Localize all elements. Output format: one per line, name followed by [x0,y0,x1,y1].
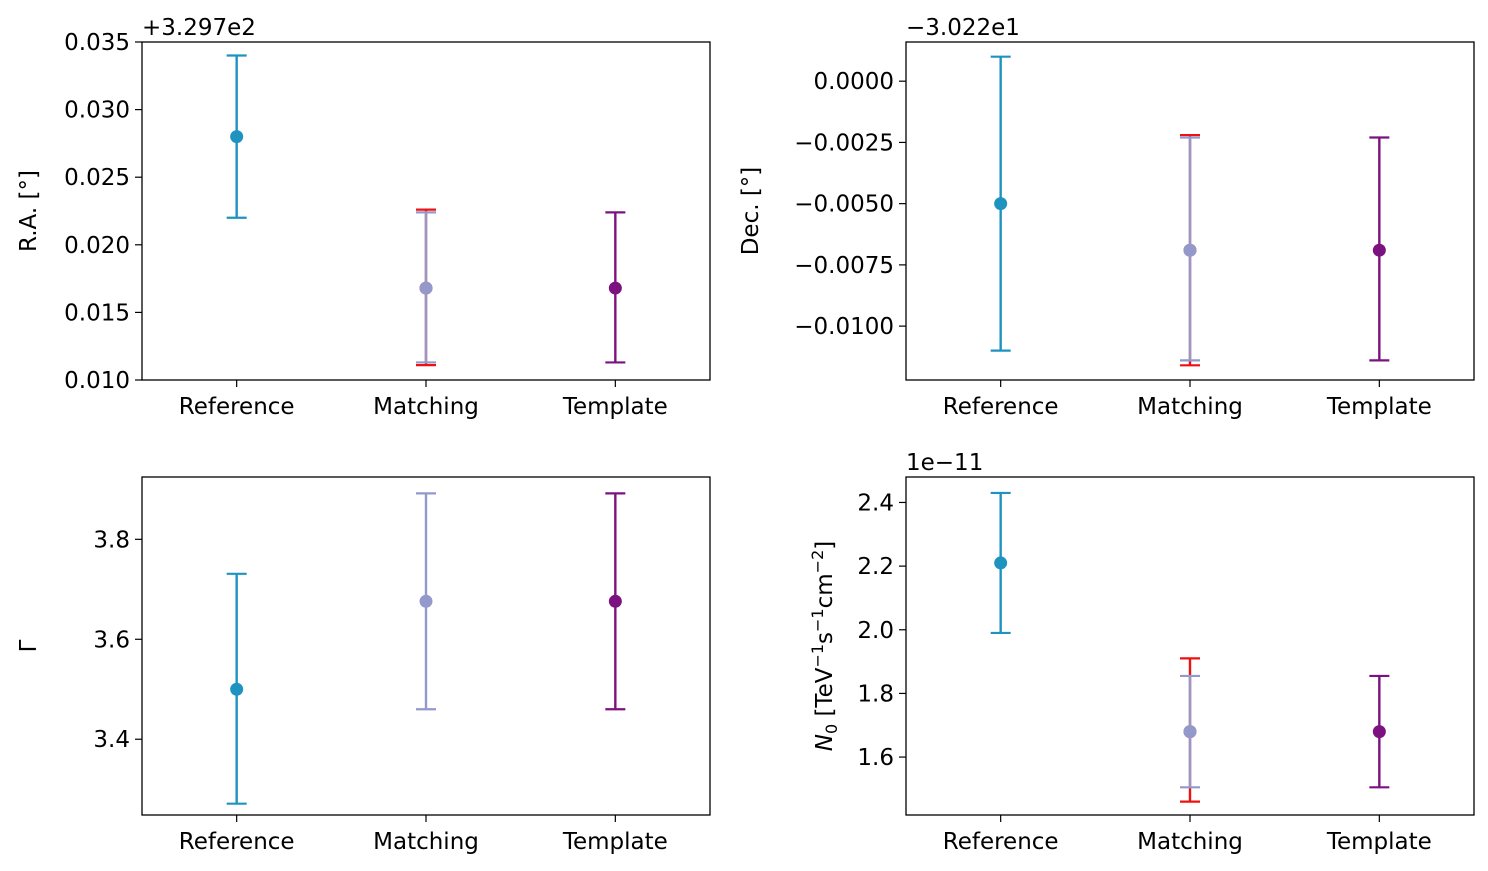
subplot-2: 0.0000 −0.0025 −0.0050 −0.0075 −0.0100 Refere… [738,15,1475,420]
y-tick-label: −0.0100 [794,314,894,340]
y-tick-label: 0.030 [64,98,130,124]
offset-label: 1e−11 [906,450,983,476]
offset-label: +3.297e2 [142,15,256,41]
x-tick-label-template: Template [1326,394,1432,420]
subplot-1: 0.010 0.015 0.020 0.025 0.030 0.035 Reference M… [16,15,711,420]
data-point [419,281,433,295]
data-point [1183,725,1197,739]
y-tick-label: 2.4 [857,490,894,516]
errorbar-reference-reference [990,491,1011,635]
y-axis-label: Dec. [°] [738,167,764,256]
y-axis-label: Γ [16,639,42,652]
y-tick-label: 2.0 [857,618,894,644]
errorbar-template-template [605,211,626,364]
errorbar-reference-reference [226,572,247,805]
x-tick-label-matching: Matching [1137,829,1243,855]
errorbar-reference-reference [990,55,1011,352]
y-tick-label: 0.020 [64,233,130,259]
data-point [608,281,622,295]
y-axis-label: R.A. [°] [16,170,42,252]
x-tick-label-reference: Reference [943,829,1059,855]
data-point [230,130,244,144]
x-tick-label-reference: Reference [179,829,295,855]
x-tick-label-matching: Matching [373,829,479,855]
y-tick-label: 0.010 [64,368,130,394]
y-tick-label: −0.0075 [794,253,894,279]
errorbar-matching-matching [1180,136,1200,362]
errorbar-template-template [1369,136,1390,362]
offset-label: −3.022e1 [906,15,1020,41]
data-point [1372,243,1386,257]
data-point [608,594,622,608]
errorbar-matching-matching [1180,674,1200,789]
subplot-4: 1.6 1.8 2.0 2.2 2.4 Reference Matching Template… [808,450,1475,855]
data-point [230,682,244,696]
x-tick-label-template: Template [562,829,668,855]
y-tick-label: 3.8 [93,527,130,553]
x-tick-label-template: Template [562,394,668,420]
data-point [419,594,433,608]
y-tick-label: 0.0000 [814,69,894,95]
y-tick-label: 3.6 [93,627,130,653]
data-point [1183,243,1197,257]
y-tick-label: 0.025 [64,165,130,191]
x-tick-label-reference: Reference [179,394,295,420]
x-tick-label-matching: Matching [1137,394,1243,420]
errorbar-matching-matching [416,492,436,711]
x-tick-label-reference: Reference [943,394,1059,420]
y-tick-label: 0.035 [64,30,130,56]
y-tick-label: 0.015 [64,300,130,326]
subplot-3: 3.4 3.6 3.8 Reference Matching Template Γ [16,476,711,855]
errorbar-template-template [1369,674,1390,789]
errorbar-template-template [605,492,626,711]
y-tick-label: 1.6 [857,745,894,771]
y-tick-label: 2.2 [857,554,894,580]
errorbar-matching-matching [416,211,436,364]
data-point [994,556,1008,570]
y-tick-label: 3.4 [93,727,130,753]
data-point [1372,725,1386,739]
data-point [994,197,1008,211]
errorbar-reference-reference [226,54,247,219]
y-tick-label: −0.0050 [794,192,894,218]
y-tick-label: 1.8 [857,681,894,707]
y-tick-label: −0.0025 [794,130,894,156]
x-tick-label-template: Template [1326,829,1432,855]
y-axis-label: N0 [TeV−1s−1cm−2] [808,541,841,752]
x-tick-label-matching: Matching [373,394,479,420]
